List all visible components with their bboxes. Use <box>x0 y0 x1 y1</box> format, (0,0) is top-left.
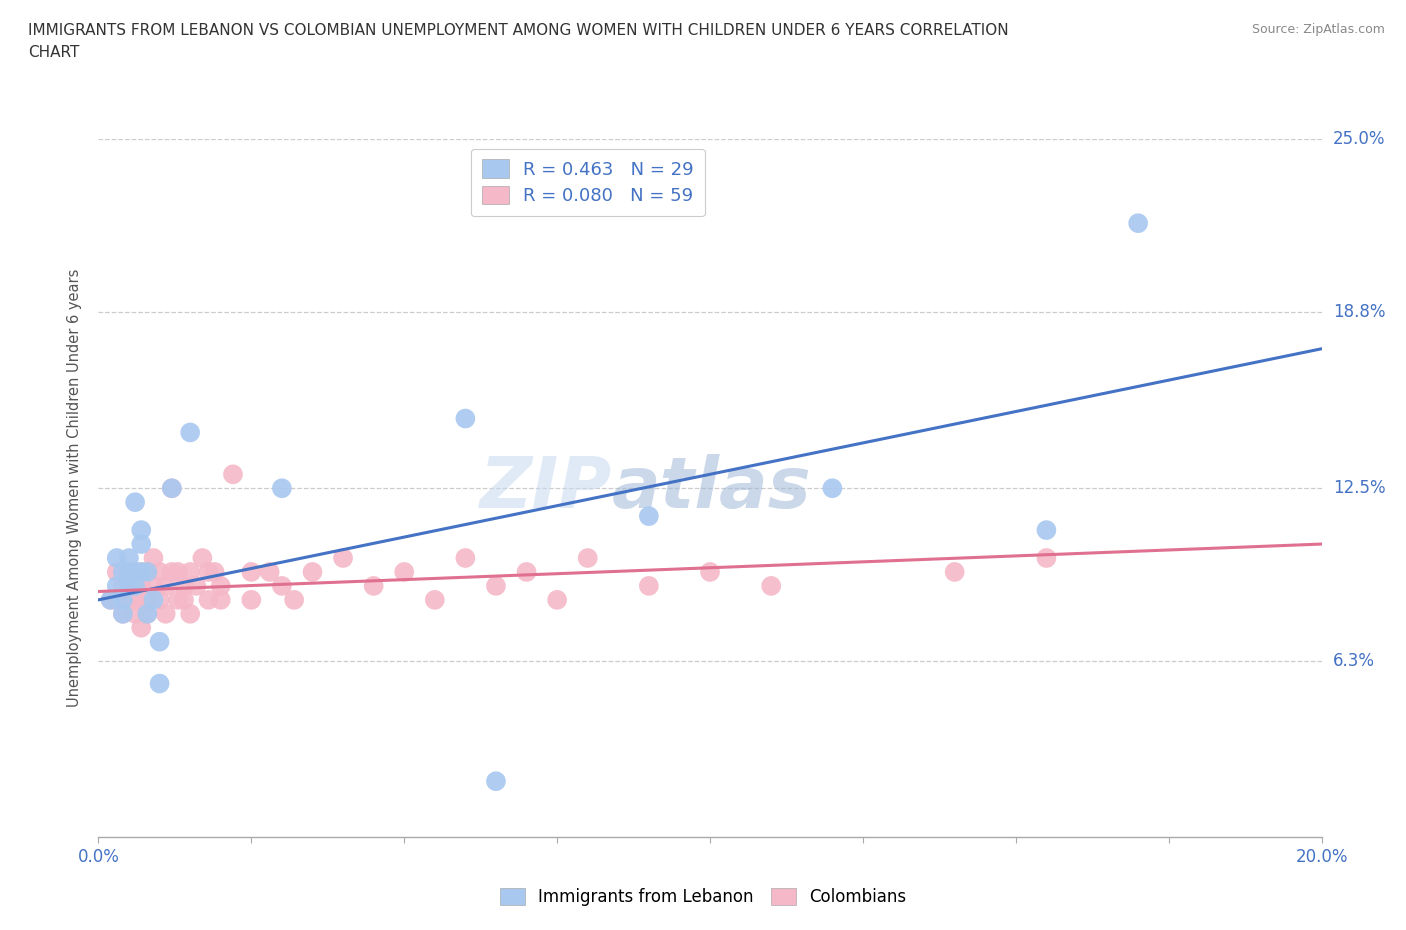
Point <box>160 565 183 579</box>
Point <box>392 565 416 579</box>
Point <box>546 592 568 607</box>
Point <box>142 551 165 565</box>
Text: IMMIGRANTS FROM LEBANON VS COLOMBIAN UNEMPLOYMENT AMONG WOMEN WITH CHILDREN UNDE: IMMIGRANTS FROM LEBANON VS COLOMBIAN UNE… <box>28 23 1008 60</box>
Point <box>155 578 177 593</box>
Point <box>485 774 508 789</box>
Point <box>209 578 232 593</box>
Text: ZIP: ZIP <box>479 454 612 523</box>
Point <box>197 565 219 579</box>
Point <box>167 565 190 579</box>
Point <box>204 565 226 579</box>
Point <box>191 551 214 565</box>
Point <box>332 551 354 565</box>
Point <box>516 565 538 579</box>
Point <box>186 578 208 593</box>
Point <box>160 481 183 496</box>
Point <box>111 606 134 621</box>
Point <box>118 578 141 593</box>
Point <box>240 592 263 607</box>
Point <box>943 565 966 579</box>
Point <box>124 592 146 607</box>
Point <box>118 565 141 579</box>
Point <box>118 551 141 565</box>
Point <box>576 551 599 565</box>
Point <box>129 578 152 593</box>
Point <box>270 578 292 593</box>
Point <box>197 592 219 607</box>
Point <box>209 592 232 607</box>
Point <box>149 592 172 607</box>
Point <box>1035 551 1057 565</box>
Point <box>124 606 146 621</box>
Point <box>105 565 128 579</box>
Point <box>142 592 165 607</box>
Point <box>129 537 152 551</box>
Point <box>136 606 159 621</box>
Point <box>454 551 477 565</box>
Point <box>283 592 305 607</box>
Point <box>124 495 146 510</box>
Point <box>1128 216 1150 231</box>
Point <box>111 606 134 621</box>
Point <box>105 551 128 565</box>
Point <box>222 467 245 482</box>
Point <box>136 606 159 621</box>
Point <box>149 565 172 579</box>
Point <box>270 481 292 496</box>
Point <box>129 523 152 538</box>
Point <box>118 578 141 593</box>
Point <box>240 565 263 579</box>
Legend: R = 0.463   N = 29, R = 0.080   N = 59: R = 0.463 N = 29, R = 0.080 N = 59 <box>471 149 704 216</box>
Point <box>821 481 844 496</box>
Point <box>149 676 172 691</box>
Point <box>485 578 508 593</box>
Point <box>105 592 128 607</box>
Point <box>363 578 385 593</box>
Point <box>136 565 159 579</box>
Text: 12.5%: 12.5% <box>1333 479 1385 498</box>
Text: 6.3%: 6.3% <box>1333 652 1375 671</box>
Point <box>136 592 159 607</box>
Point <box>259 565 281 579</box>
Text: Source: ZipAtlas.com: Source: ZipAtlas.com <box>1251 23 1385 36</box>
Point <box>124 565 146 579</box>
Point <box>100 592 122 607</box>
Point <box>155 606 177 621</box>
Point <box>142 578 165 593</box>
Point <box>301 565 323 579</box>
Point <box>167 592 190 607</box>
Point <box>118 565 141 579</box>
Point <box>699 565 721 579</box>
Point <box>173 592 195 607</box>
Point <box>179 565 201 579</box>
Point <box>124 578 146 593</box>
Point <box>129 565 152 579</box>
Point <box>454 411 477 426</box>
Point <box>111 592 134 607</box>
Point <box>129 620 152 635</box>
Point <box>179 425 201 440</box>
Point <box>129 565 152 579</box>
Point <box>759 578 782 593</box>
Point <box>111 565 134 579</box>
Point <box>179 606 201 621</box>
Point <box>149 634 172 649</box>
Text: atlas: atlas <box>612 454 811 523</box>
Point <box>1035 523 1057 538</box>
Point <box>637 578 661 593</box>
Point <box>118 592 141 607</box>
Legend: Immigrants from Lebanon, Colombians: Immigrants from Lebanon, Colombians <box>494 881 912 912</box>
Point <box>136 565 159 579</box>
Point <box>637 509 661 524</box>
Point <box>100 592 122 607</box>
Text: 18.8%: 18.8% <box>1333 303 1385 322</box>
Point <box>111 578 134 593</box>
Point <box>423 592 446 607</box>
Y-axis label: Unemployment Among Women with Children Under 6 years: Unemployment Among Women with Children U… <box>67 269 83 708</box>
Point <box>160 481 183 496</box>
Text: 25.0%: 25.0% <box>1333 130 1385 149</box>
Point <box>124 578 146 593</box>
Point <box>105 578 128 593</box>
Point <box>173 578 195 593</box>
